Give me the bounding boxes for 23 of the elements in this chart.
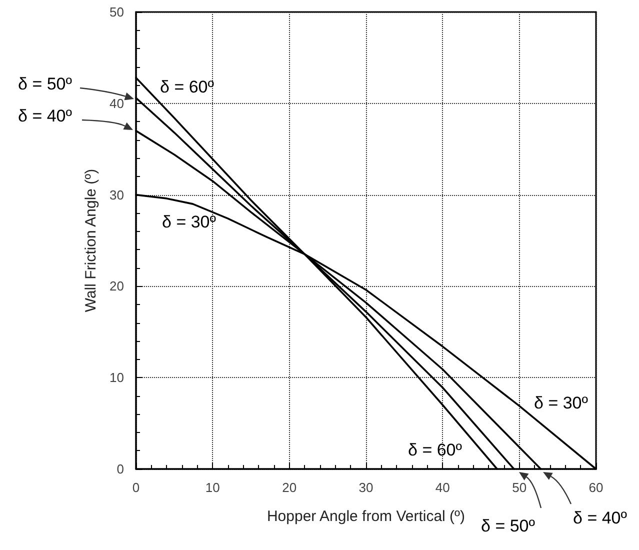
y-tick-label: 0 — [116, 462, 124, 476]
x-tick-label: 0 — [132, 480, 140, 495]
text: δ = 50º — [18, 74, 72, 94]
x-tick-label: 10 — [205, 480, 220, 495]
y-tick-label: 40 — [110, 96, 124, 111]
text: δ = 40º — [18, 106, 72, 126]
x-tick-label: 30 — [358, 480, 374, 495]
x-tick-label: 50 — [512, 480, 527, 495]
y-tick-label: 20 — [110, 278, 124, 294]
x-tick-label: 20 — [282, 480, 297, 495]
y-tick-label: 10 — [110, 370, 124, 386]
y-axis-title: Wall Friction Angle (º) — [82, 168, 100, 312]
annotation: δ = 60º — [408, 440, 462, 460]
annotation: δ = 30º — [534, 394, 588, 412]
x-axis-title: Hopper Angle from Vertical (º) — [266, 508, 466, 525]
text: δ = 40º — [573, 508, 627, 528]
x-tick-label: 40 — [435, 480, 450, 495]
annotation: δ = 30º — [162, 212, 216, 232]
x-tick-label: 60 — [588, 480, 604, 495]
text: δ = 50º — [481, 516, 535, 536]
annotation: δ = 60º — [160, 78, 214, 96]
y-tick-label: 50 — [110, 4, 124, 20]
y-tick-label: 30 — [110, 187, 124, 202]
